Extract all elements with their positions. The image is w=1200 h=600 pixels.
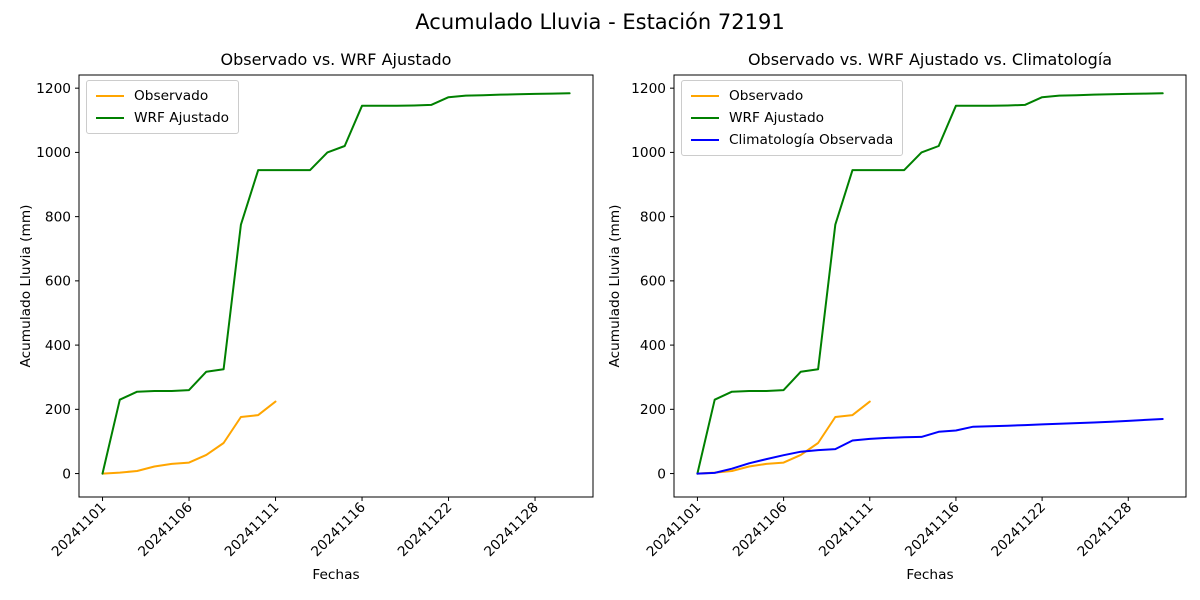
legend-swatch-climatologia [691, 138, 719, 142]
x-tick-label: 20241128 [481, 500, 542, 561]
legend-right: Observado WRF Ajustado Climatología Obse… [681, 80, 904, 156]
x-tick-label: 20241111 [222, 500, 283, 561]
axes-frame [78, 74, 594, 498]
series-line-observado [696, 400, 871, 475]
x-tick-label: 20241106 [730, 500, 791, 561]
series-line-wrf-ajustado [101, 92, 571, 475]
y-tick-label: 0 [657, 466, 666, 482]
legend-swatch-observado [96, 94, 124, 98]
legend-item: Observado [691, 85, 893, 107]
x-tick-label: 20241116 [902, 500, 963, 561]
x-axis-label-left: Fechas [312, 567, 360, 583]
y-tick-label: 400 [640, 338, 666, 354]
figure-title: Acumulado Lluvia - Estación 72191 [415, 10, 785, 34]
series-line-wrf-ajustado [696, 92, 1164, 475]
y-tick-label: 200 [45, 402, 71, 418]
y-tick-label: 800 [640, 209, 666, 225]
legend-swatch-wrf-ajustado [691, 116, 719, 120]
legend-item: Climatología Observada [691, 129, 893, 151]
subplot-left: 0 200 400 600 800 1000 1200 20241101 20241106 202… [36, 74, 594, 561]
subplot-left-title: Observado vs. WRF Ajustado [220, 50, 452, 69]
y-tick-label: 600 [45, 274, 71, 290]
y-tick-label: 1200 [631, 81, 666, 97]
x-tick-label: 20241106 [135, 500, 196, 561]
y-axis-label-right: Acumulado Lluvia (mm) [607, 204, 623, 368]
legend-item: Observado [96, 85, 229, 107]
x-tick-label: 20241111 [816, 500, 877, 561]
x-tick-label: 20241122 [395, 500, 456, 561]
x-tick-label: 20241128 [1075, 500, 1136, 561]
legend-swatch-wrf-ajustado [96, 116, 124, 120]
y-tick-label: 1000 [36, 145, 71, 161]
y-tick-label: 400 [45, 338, 71, 354]
legend-label-wrf-ajustado: WRF Ajustado [134, 110, 230, 126]
y-tick-label: 0 [62, 466, 71, 482]
y-tick-label: 200 [640, 402, 666, 418]
legend-label-observado: Observado [729, 88, 804, 104]
legend-left: Observado WRF Ajustado [86, 80, 240, 134]
subplot-right-title: Observado vs. WRF Ajustado vs. Climatolo… [747, 50, 1113, 69]
x-tick-label: 20241116 [308, 500, 369, 561]
axes-frame [673, 74, 1187, 498]
legend-label-climatologia: Climatología Observada [729, 132, 894, 148]
legend-item: WRF Ajustado [96, 107, 229, 129]
y-tick-label: 600 [640, 274, 666, 290]
legend-swatch-observado [691, 94, 719, 98]
x-tick-label: 20241122 [988, 500, 1049, 561]
y-axis-label-left: Acumulado Lluvia (mm) [18, 204, 34, 368]
y-tick-label: 1200 [36, 81, 71, 97]
legend-label-wrf-ajustado: WRF Ajustado [729, 110, 825, 126]
x-tick-label: 20241101 [49, 500, 110, 561]
series-line-climatología-observada [696, 418, 1164, 475]
x-tick-label: 20241101 [644, 500, 705, 561]
legend-item: WRF Ajustado [691, 107, 893, 129]
series-line-observado [101, 400, 277, 475]
legend-label-observado: Observado [134, 88, 209, 104]
y-tick-label: 1000 [631, 145, 666, 161]
y-tick-label: 800 [45, 209, 71, 225]
x-axis-label-right: Fechas [906, 567, 954, 583]
